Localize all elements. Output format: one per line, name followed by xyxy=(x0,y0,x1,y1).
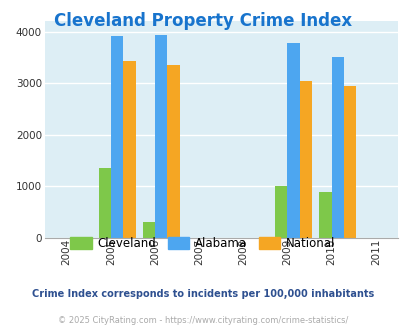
Bar xyxy=(111,36,123,238)
Legend: Cleveland, Alabama, National: Cleveland, Alabama, National xyxy=(66,232,339,255)
Bar xyxy=(343,86,356,238)
Bar xyxy=(331,57,343,238)
Bar xyxy=(275,185,287,238)
Bar xyxy=(155,35,167,238)
Bar xyxy=(123,61,135,238)
Bar xyxy=(98,168,111,238)
Bar xyxy=(142,222,155,238)
Text: Crime Index corresponds to incidents per 100,000 inhabitants: Crime Index corresponds to incidents per… xyxy=(32,289,373,299)
Text: Cleveland Property Crime Index: Cleveland Property Crime Index xyxy=(54,12,351,30)
Bar xyxy=(318,191,331,238)
Text: © 2025 CityRating.com - https://www.cityrating.com/crime-statistics/: © 2025 CityRating.com - https://www.city… xyxy=(58,315,347,325)
Bar xyxy=(299,81,311,238)
Bar xyxy=(167,65,179,238)
Bar xyxy=(287,43,299,238)
